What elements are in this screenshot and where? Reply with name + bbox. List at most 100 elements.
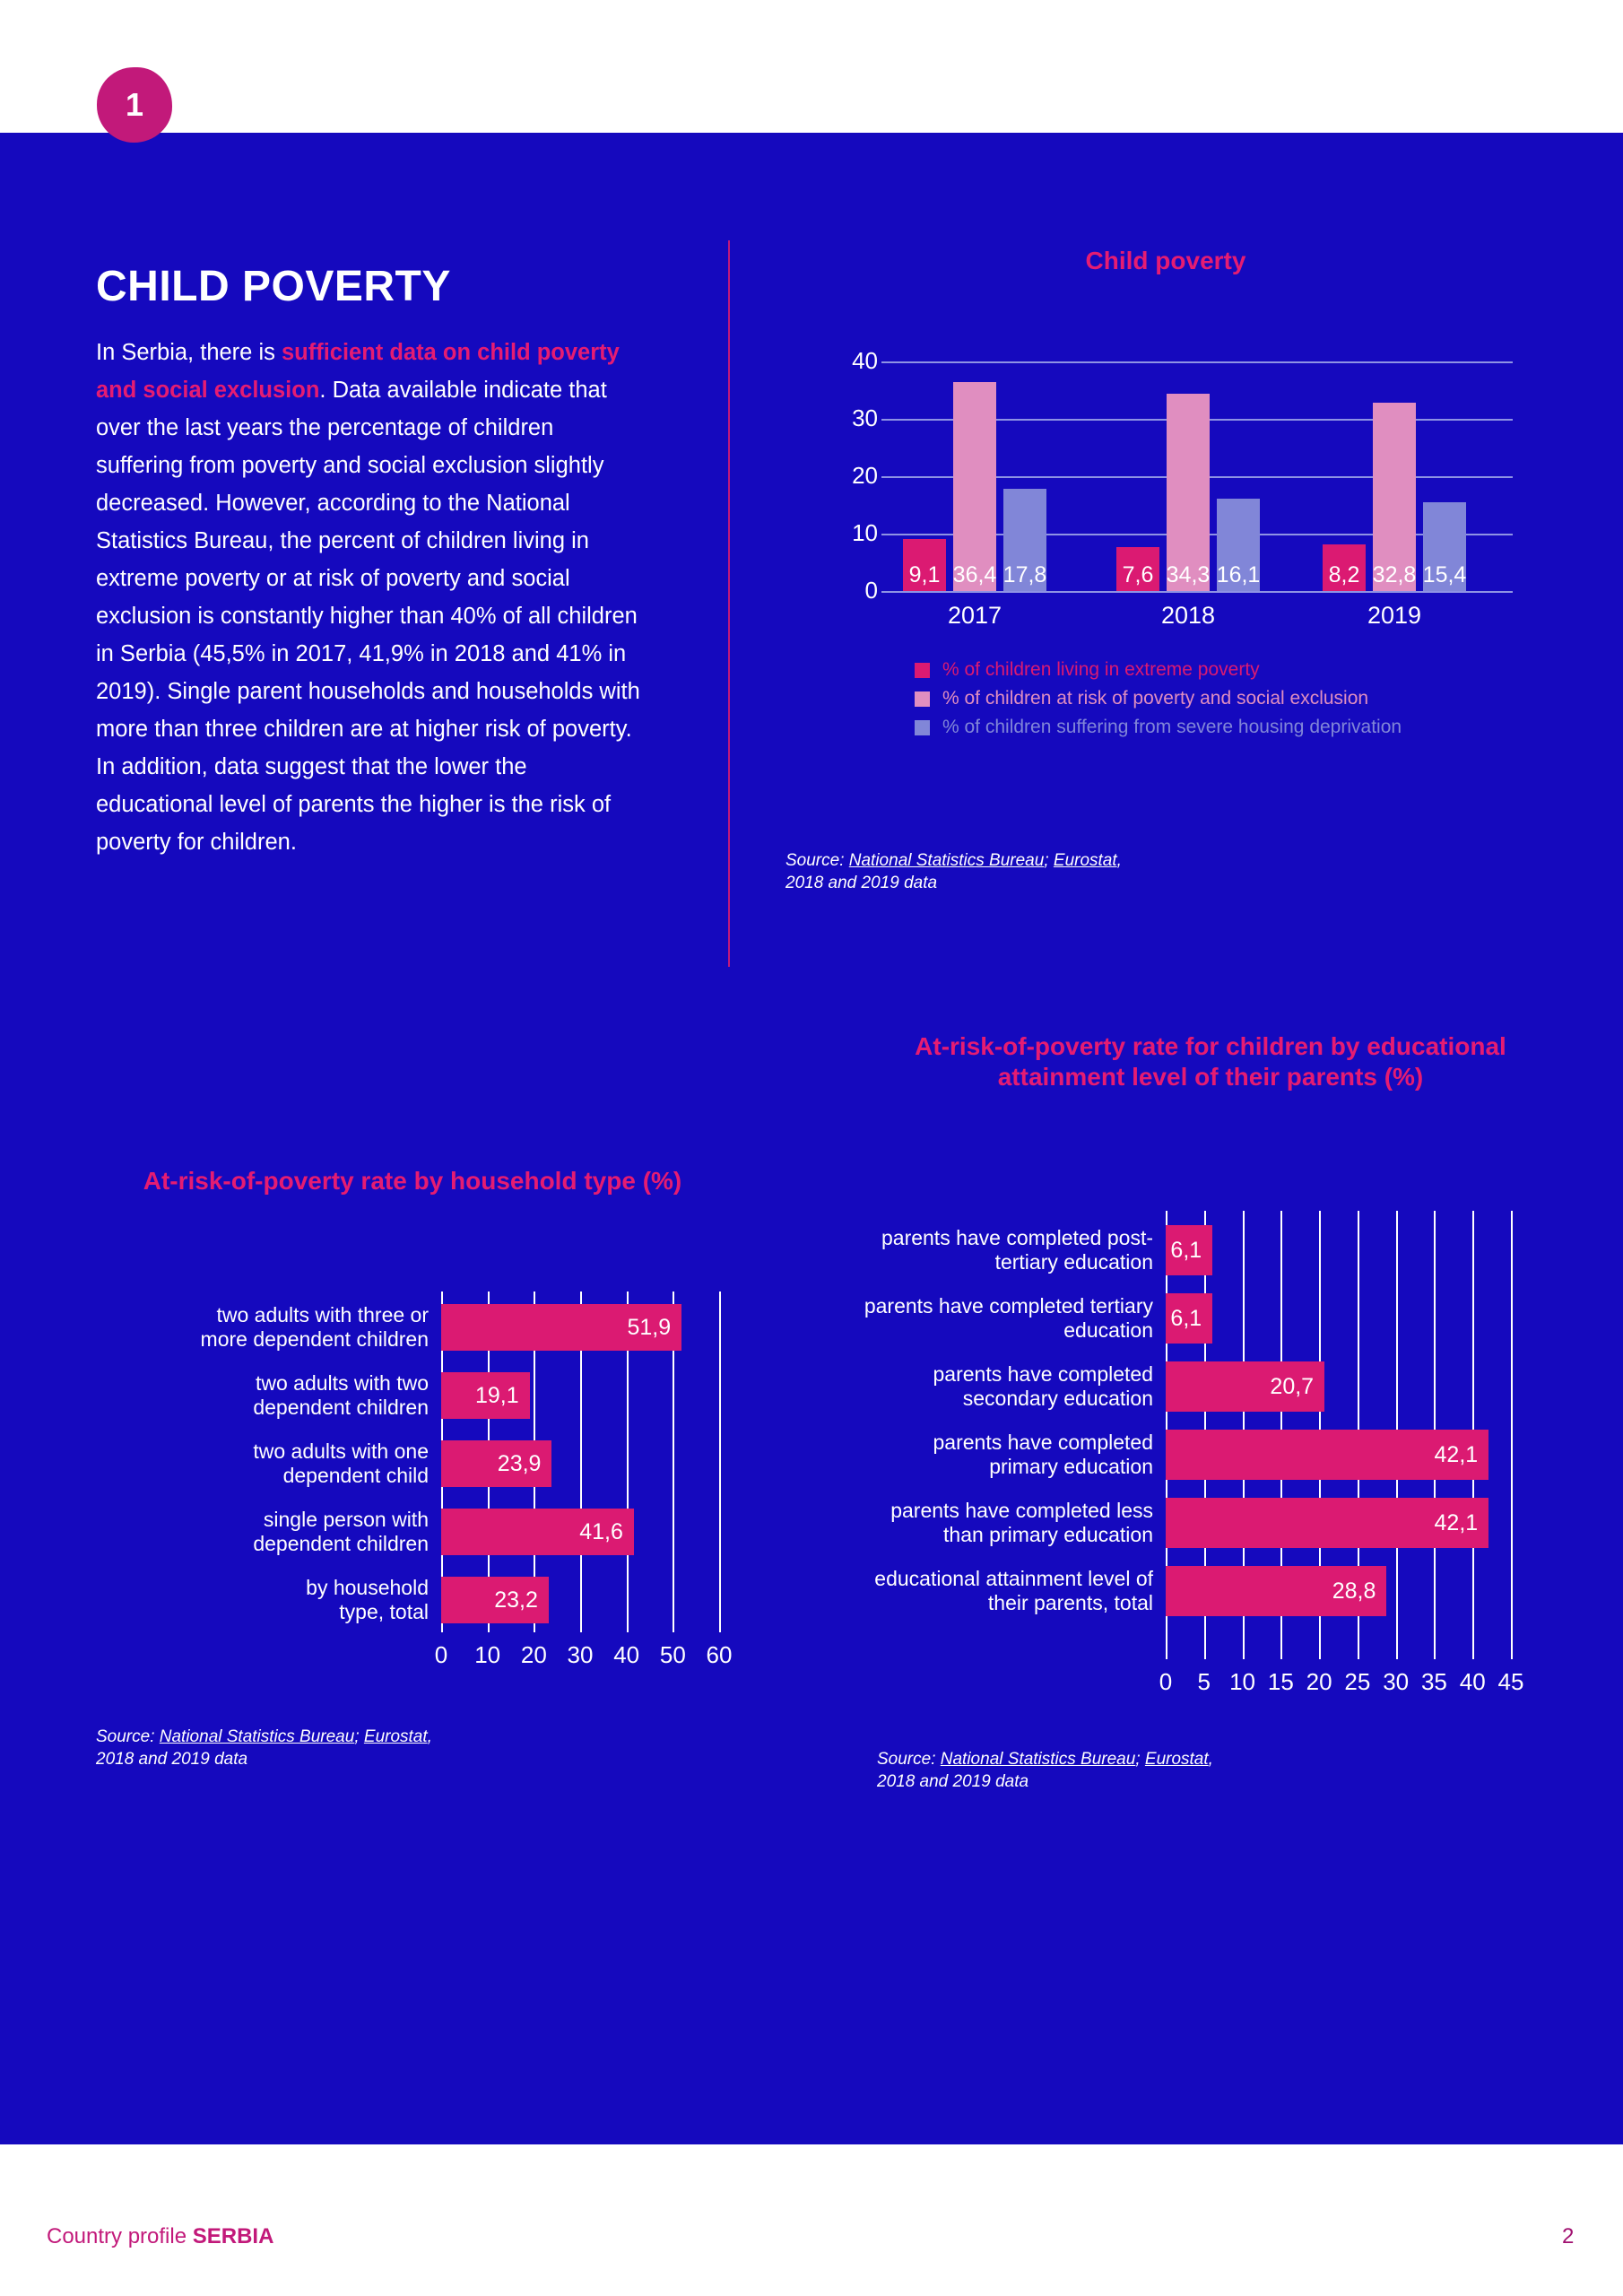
gridline <box>673 1292 675 1632</box>
chart-plot-area: 0 10 20 30 40 50 60 two adults with three or mor… <box>201 1292 732 1668</box>
bar-row: two adults with three or more dependent c… <box>201 1303 719 1351</box>
bar-category-label: single person with dependent children <box>253 1507 429 1555</box>
legend-item: % of children suffering from severe hous… <box>915 717 1402 738</box>
chart-plot-area: 0 5 10 15 20 25 30 35 40 45 parents have completed… <box>864 1211 1523 1695</box>
chart-legend: % of children living in extreme poverty%… <box>915 659 1402 745</box>
bar-value-label: 41,6 <box>579 1518 623 1544</box>
x-axis-tick-label: 10 <box>474 1641 501 1668</box>
x-axis-tick-label: 30 <box>567 1641 594 1668</box>
bar: 42,1 <box>1166 1498 1489 1548</box>
bar-category-label: parents have completed tertiary education <box>864 1293 1153 1342</box>
chart-household-type: At-risk-of-poverty rate by household typ… <box>54 1148 771 1758</box>
bar: 19,1 <box>441 1372 530 1419</box>
bar-row: single person with dependent children 41,6 <box>253 1508 719 1555</box>
source-link-eurostat: Eurostat <box>1144 1750 1209 1769</box>
bar-value-label: 23,2 <box>494 1587 538 1613</box>
gridline <box>881 591 1513 593</box>
bar-row: by household type, total 23,2 <box>306 1576 719 1623</box>
paragraph-rest: . Data available indicate that over the … <box>96 378 640 855</box>
bar-category-label: parents have completed less than primary … <box>890 1498 1153 1546</box>
bar-row: parents have completed secondary educatio… <box>933 1361 1511 1412</box>
bar: 23,9 <box>441 1440 552 1487</box>
legend-label: % of children suffering from severe hous… <box>942 717 1402 737</box>
bar-category-label: parents have completed secondary educatio… <box>933 1361 1154 1410</box>
bar-row: parents have completed tertiary education… <box>864 1293 1511 1344</box>
footer-country-profile: Country profile SERBIA <box>47 2224 273 2249</box>
source-sep: ; <box>1135 1750 1145 1769</box>
y-axis-tick-label: 10 <box>852 519 878 546</box>
page-number: 2 <box>1562 2224 1575 2248</box>
intro-paragraph: In Serbia, there is sufficient data on c… <box>96 334 645 861</box>
legend-swatch <box>915 662 930 678</box>
bar-value-label: 7,6 <box>1122 562 1154 587</box>
paragraph-highlight: sufficient data on child poverty and soc… <box>96 340 620 403</box>
source-link-eurostat: Eurostat <box>1053 851 1117 870</box>
bar-category-label: two adults with one dependent child <box>253 1439 429 1487</box>
bar-value-label: 23,9 <box>497 1450 542 1476</box>
vertical-divider <box>728 240 730 967</box>
source-line2: 2018 and 2019 data <box>785 873 938 892</box>
x-axis-tick-label: 15 <box>1267 1668 1294 1695</box>
source-sep: ; <box>354 1727 364 1746</box>
bar-value-label: 36,4 <box>952 562 997 587</box>
bar: 28,8 <box>1166 1566 1387 1616</box>
source-link-nsb: National Statistics Bureau <box>159 1727 355 1746</box>
y-axis-tick-label: 0 <box>864 577 878 604</box>
bar-group: 8,2 32,8 15,4 <box>1323 361 1489 591</box>
legend-swatch <box>915 691 930 707</box>
x-axis-tick-label: 2017 <box>947 602 1002 629</box>
bar: 51,9 <box>441 1304 682 1351</box>
gridline <box>580 1292 582 1632</box>
bar: 32,8 <box>1373 403 1416 591</box>
x-axis-tick-label: 10 <box>1229 1668 1256 1695</box>
legend-label: % of children living in extreme poverty <box>942 659 1260 680</box>
bar-row: two adults with one dependent child 23,9 <box>253 1439 719 1487</box>
source-link-nsb: National Statistics Bureau <box>940 1750 1136 1769</box>
source-label: Source: <box>877 1750 936 1769</box>
source-line2: 2018 and 2019 data <box>877 1771 1029 1791</box>
bar-value-label: 34,3 <box>1166 562 1211 587</box>
bar-category-label: by household type, total <box>306 1575 429 1623</box>
bar-row: parents have completed post-tertiary edu… <box>881 1225 1511 1275</box>
gridline <box>1511 1211 1513 1659</box>
bar: 42,1 <box>1166 1430 1489 1480</box>
bar-category-label: parents have completed primary education <box>933 1430 1154 1478</box>
x-axis-tick-label: 25 <box>1344 1668 1371 1695</box>
bar-row: parents have completed primary education 4… <box>933 1430 1511 1480</box>
bar-value-label: 15,4 <box>1422 562 1467 587</box>
chart-title: At-risk-of-poverty rate by household typ… <box>143 1167 682 1195</box>
section-number-badge: 1 <box>97 67 172 143</box>
source-note-chart1: Source: National Statistics Bureau; Euro… <box>785 850 1122 894</box>
x-axis-tick-label: 60 <box>706 1641 733 1668</box>
blue-content-panel <box>0 133 1623 2144</box>
bar-value-label: 19,1 <box>475 1382 519 1408</box>
section-number: 1 <box>125 86 144 123</box>
bar-value-label: 17,8 <box>1002 562 1047 587</box>
chart-title: Child poverty <box>1085 247 1246 274</box>
source-label: Source: <box>785 851 845 870</box>
source-note-chart2: Source: National Statistics Bureau; Euro… <box>96 1726 432 1770</box>
bar-row: two adults with two dependent children 19,… <box>253 1371 719 1419</box>
x-axis-tick-label: 30 <box>1383 1668 1410 1695</box>
chart-title: At-risk-of-poverty rate for children by … <box>915 1032 1506 1091</box>
x-axis-tick-label: 50 <box>659 1641 686 1668</box>
bar-row: parents have completed less than primary … <box>890 1498 1511 1548</box>
bar-row: educational attainment level of their par… <box>874 1566 1511 1616</box>
x-axis-tick-label: 0 <box>1159 1668 1173 1695</box>
bar: 16,1 <box>1217 498 1260 591</box>
x-axis-tick-label: 2019 <box>1367 602 1422 629</box>
chart-plot-area: 0 10 20 30 40 2017 9,1 36,4 17,8 2018 7,6 34,3 16,1 2… <box>852 347 1513 629</box>
source-label: Source: <box>96 1727 155 1746</box>
source-note-chart3: Source: National Statistics Bureau; Euro… <box>877 1749 1213 1793</box>
source-tail: , <box>427 1727 432 1746</box>
bar-value-label: 42,1 <box>1434 1509 1479 1535</box>
bar-category-label: educational attainment level of their par… <box>874 1566 1153 1614</box>
bar-value-label: 20,7 <box>1270 1373 1315 1399</box>
bar: 9,1 <box>903 538 946 591</box>
bar: 15,4 <box>1423 502 1466 591</box>
bar: 8,2 <box>1323 544 1366 591</box>
bar: 23,2 <box>441 1577 549 1623</box>
bar-value-label: 28,8 <box>1332 1578 1376 1604</box>
bar-value-label: 42,1 <box>1434 1441 1479 1467</box>
y-axis-tick-label: 30 <box>852 404 878 431</box>
